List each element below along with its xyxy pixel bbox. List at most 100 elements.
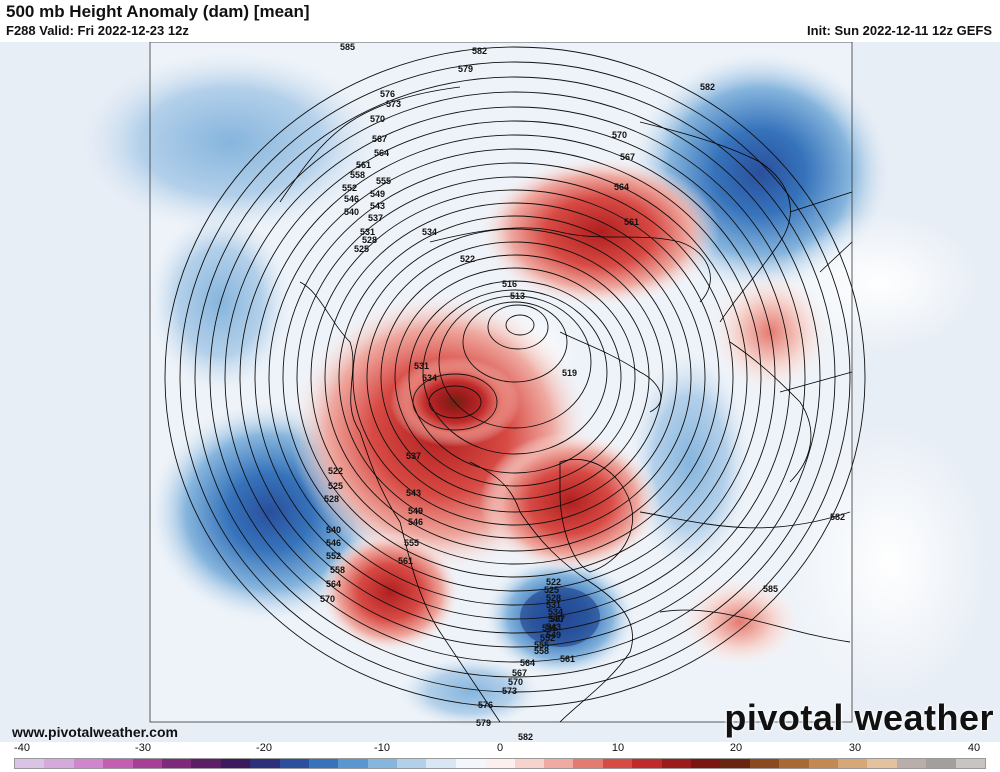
colorbar-swatch xyxy=(161,759,192,768)
contour-label: 570 xyxy=(320,594,335,604)
colorbar-swatch xyxy=(426,759,456,768)
colorbar-tick: 30 xyxy=(848,742,862,754)
contour-label: 558 xyxy=(534,646,549,656)
anomaly-pos-atlantic xyxy=(680,577,800,667)
contour-label: 546 xyxy=(408,517,423,527)
colorbar-swatch xyxy=(837,759,868,768)
colorbar-swatch xyxy=(132,759,162,768)
anomaly-pos-siberia xyxy=(480,157,720,307)
contour-label: 582 xyxy=(472,46,487,56)
contour-label: 576 xyxy=(478,700,493,710)
anomaly-neg-pacific-north xyxy=(80,52,380,232)
colorbar-swatch xyxy=(279,759,309,768)
colorbar-swatch xyxy=(308,759,339,768)
contour-label: 540 xyxy=(344,207,359,217)
map-panel: 585 582 579 576 573 570 567 564 561 558 … xyxy=(0,42,1000,742)
contour-label: 531 xyxy=(360,227,375,237)
contour-label: 582 xyxy=(830,512,845,522)
header: 500 mb Height Anomaly (dam) [mean] F288 … xyxy=(0,0,1000,42)
contour-label: 558 xyxy=(330,565,345,575)
contour-label: 552 xyxy=(326,551,341,561)
pivotal-weather-logo: pivotal weather xyxy=(724,697,994,738)
contour-label: 546 xyxy=(542,623,557,633)
colorbar-tick: -40 xyxy=(14,742,30,754)
colorbar-tick: -10 xyxy=(374,742,390,754)
coastlines xyxy=(279,86,853,723)
contour-label: 567 xyxy=(512,668,527,678)
contour-label: 579 xyxy=(458,64,473,74)
contour-label: 531 xyxy=(414,361,429,371)
contour-label: 537 xyxy=(550,614,565,624)
contour-label: 564 xyxy=(520,658,535,668)
init-time: Init: Sun 2022-12-11 12z GEFS xyxy=(807,23,992,38)
colorbar-swatch xyxy=(73,759,104,768)
colorbar-swatch xyxy=(455,759,486,768)
contour-label: 561 xyxy=(356,160,371,170)
contour-label: 537 xyxy=(406,451,421,461)
map-title: 500 mb Height Anomaly (dam) [mean] xyxy=(6,2,310,21)
contour-labels: 585 582 579 576 573 570 567 564 561 558 … xyxy=(320,42,845,742)
colorbar-swatch xyxy=(367,759,398,768)
contour-label: 528 xyxy=(362,235,377,245)
colorbar-swatch xyxy=(397,759,427,768)
colorbar-swatch xyxy=(896,759,927,768)
contour-label: 573 xyxy=(386,99,401,109)
contour-label: 555 xyxy=(376,176,391,186)
contour-label: 582 xyxy=(700,82,715,92)
contour-label: 528 xyxy=(546,593,561,603)
contour-label: 534 xyxy=(422,373,437,383)
contour-label: 528 xyxy=(324,494,339,504)
site-url[interactable]: www.pivotalweather.com xyxy=(12,724,178,740)
contour-label: 546 xyxy=(326,538,341,548)
contour-label: 573 xyxy=(502,686,517,696)
contour-label: 570 xyxy=(612,130,627,140)
colorbar-swatch xyxy=(44,759,74,768)
contour-label: 546 xyxy=(344,194,359,204)
contour-label: 534 xyxy=(422,227,437,237)
contour-label: 549 xyxy=(546,630,561,640)
colorbar-swatch xyxy=(749,759,780,768)
colorbar-swatch xyxy=(926,759,956,768)
colorbar-swatch xyxy=(220,759,251,768)
valid-time: F288 Valid: Fri 2022-12-23 12z xyxy=(6,23,189,38)
colorbar-swatch xyxy=(602,759,633,768)
contour-label: 516 xyxy=(502,279,517,289)
contour-label: 534 xyxy=(548,607,563,617)
colorbar-swatch xyxy=(191,759,221,768)
anomaly-neg-atlantic xyxy=(630,352,750,572)
contour-label: 567 xyxy=(372,134,387,144)
contour-label: 576 xyxy=(380,89,395,99)
contour-label: 564 xyxy=(614,182,629,192)
contour-label: 552 xyxy=(540,633,555,643)
colorbar-tick: 20 xyxy=(729,742,743,754)
contour-label: 525 xyxy=(328,481,343,491)
contour-label: 582 xyxy=(518,732,533,742)
contour-label: 543 xyxy=(370,201,385,211)
contour-label: 567 xyxy=(620,152,635,162)
colorbar-swatch xyxy=(573,759,603,768)
colorbar-swatch xyxy=(485,759,515,768)
contour-label: 531 xyxy=(546,600,561,610)
contour-label: 561 xyxy=(624,217,639,227)
colorbar-swatch xyxy=(661,759,691,768)
contour-label: 558 xyxy=(350,170,365,180)
contour-label: 561 xyxy=(560,654,575,664)
contour-label: 525 xyxy=(544,585,559,595)
contour-label: 522 xyxy=(460,254,475,264)
contour-label: 561 xyxy=(398,556,413,566)
contour-label: 522 xyxy=(546,577,561,587)
contour-label: 543 xyxy=(406,488,421,498)
contour-label: 585 xyxy=(763,584,778,594)
contour-label: 519 xyxy=(562,368,577,378)
anomaly-pos-west-us xyxy=(320,532,460,652)
contour-label: 543 xyxy=(546,622,561,632)
contour-label: 540 xyxy=(548,614,563,624)
contour-label: 537 xyxy=(368,213,383,223)
colorbar-swatch xyxy=(955,759,985,768)
colorbar: -40 -30 -20 -10 0 10 20 30 40 xyxy=(14,742,986,772)
colorbar-swatch xyxy=(720,759,750,768)
contour-label: 564 xyxy=(374,148,389,158)
colorbar-swatch xyxy=(867,759,897,768)
contour-label: 585 xyxy=(340,42,355,52)
contour-label: 579 xyxy=(476,718,491,728)
